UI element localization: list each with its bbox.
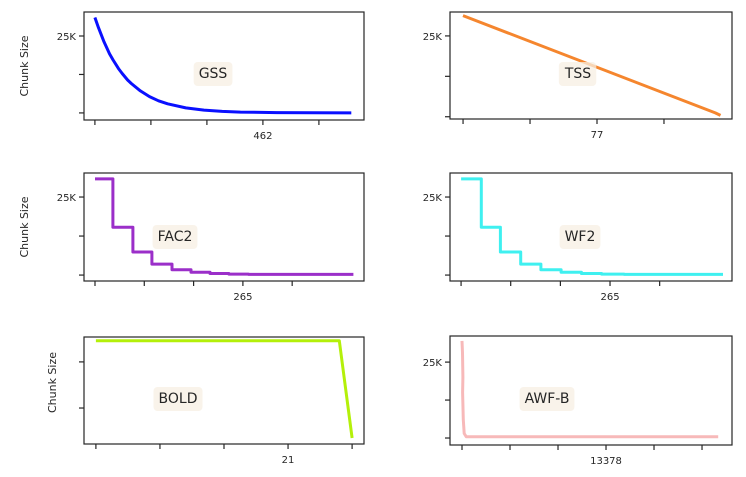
panel-label: AWF-B [525, 391, 570, 407]
x-tick-label: 13378 [590, 456, 622, 467]
y-tick-label: 25K [423, 358, 443, 369]
subplot-bold: 21 Chunk Size BOLD [46, 336, 365, 466]
label-background [519, 387, 575, 411]
panel-label: GSS [199, 66, 228, 82]
series-line-fac2 [95, 177, 354, 276]
label-background [559, 225, 601, 249]
x-tick-label: 21 [282, 455, 295, 466]
panel-label-box: TSS [558, 62, 597, 86]
axes-frame [449, 11, 733, 120]
panel-label: WF2 [565, 229, 596, 245]
label-background [193, 62, 233, 86]
x-tick-label: 265 [600, 292, 619, 303]
series-line-awf-b [460, 340, 719, 439]
x-tick-label: 77 [591, 130, 604, 141]
panel-label-box: WF2 [559, 225, 601, 249]
panel-label: FAC2 [158, 229, 193, 245]
y-tick-label: 25K [423, 193, 443, 204]
subplot-wf2: 265 25K WF2 [423, 172, 733, 303]
x-tick-label: 462 [253, 131, 272, 142]
panel-label: TSS [564, 66, 591, 82]
axes-frame [83, 172, 365, 282]
axes-frame [449, 335, 733, 446]
series-line-bold [95, 339, 354, 439]
y-tick-label: 25K [57, 193, 77, 204]
label-background [153, 387, 203, 411]
y-tick-label: 25K [423, 32, 443, 43]
label-background [152, 225, 198, 249]
y-axis-label: Chunk Size [18, 196, 31, 257]
panel-label-box: AWF-B [519, 387, 575, 411]
y-axis-label: Chunk Size [46, 352, 59, 413]
subplot-fac2: 265 25K Chunk Size FAC2 [18, 172, 365, 303]
x-tick-label: 265 [233, 292, 252, 303]
axes-frame [83, 11, 365, 121]
axes-frame [83, 336, 365, 445]
series-line-wf2 [461, 177, 723, 276]
label-background [558, 62, 597, 86]
panel-label-box: BOLD [153, 387, 203, 411]
y-axis-label: Chunk Size [18, 35, 31, 96]
subplot-gss: 462 25K Chunk Size GSS [18, 11, 365, 142]
series-line-gss [93, 17, 352, 115]
panel-label-box: FAC2 [152, 225, 198, 249]
subplot-awf-b: 13378 25K AWF-B [423, 335, 733, 467]
panel-label: BOLD [159, 391, 198, 407]
subplot-tss: 77 25K TSS [423, 11, 733, 141]
panel-label-box: GSS [193, 62, 233, 86]
y-tick-label: 25K [57, 32, 77, 43]
series-line-tss [462, 14, 722, 117]
axes-frame [449, 172, 733, 282]
